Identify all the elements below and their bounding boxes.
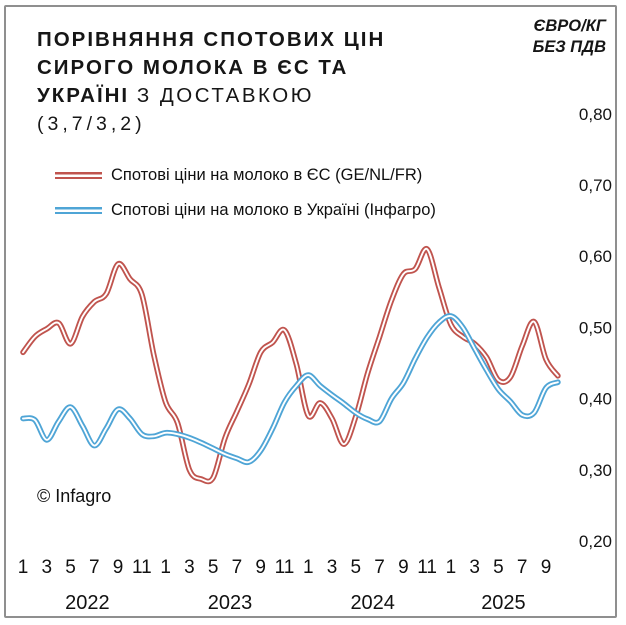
title-ratio: (3,7/3,2)	[37, 113, 146, 135]
legend-item-eu: Спотові ціни на молоко в ЄС (GE/NL/FR)	[55, 163, 436, 188]
units-line2: БЕЗ ПДВ	[532, 38, 606, 56]
x-tick-label: 3	[327, 557, 338, 578]
title-line3-bold: УКРАЇНІ	[37, 84, 130, 107]
page-title: ПОРІВНЯННЯ СПОТОВИХ ЦІН СИРОГО МОЛОКА В …	[37, 26, 385, 138]
x-tick-label: 9	[541, 557, 552, 578]
x-tick-label: 1	[446, 557, 457, 578]
x-tick-label: 7	[89, 557, 100, 578]
x-tick-label: 5	[65, 557, 76, 578]
year-label: 2023	[208, 592, 253, 614]
legend-item-ua: Спотові ціни на молоко в Україні (Інфагр…	[55, 198, 436, 223]
copyright-notice: © Infagro	[37, 486, 112, 506]
year-label: 2022	[65, 592, 110, 614]
y-axis-units-label: ЄВРО/КГ БЕЗ ПДВ	[533, 16, 606, 58]
x-tick-label: 3	[184, 557, 195, 578]
y-tick-label: 0,60	[579, 247, 612, 266]
x-tick-label: 7	[517, 557, 528, 578]
x-tick-label: 11	[417, 557, 437, 578]
y-tick-label: 0,70	[579, 176, 612, 195]
year-label: 2024	[350, 592, 395, 614]
y-tick-label: 0,80	[579, 105, 612, 124]
title-line3-regular: З ДОСТАВКОЮ	[136, 84, 314, 107]
title-line1: ПОРІВНЯННЯ СПОТОВИХ ЦІН	[37, 28, 386, 51]
x-tick-label: 1	[160, 557, 171, 578]
x-tick-label: 9	[398, 557, 409, 578]
series-line-1-core	[22, 314, 559, 464]
ua-line-marker	[55, 206, 102, 215]
x-tick-label: 5	[208, 557, 219, 578]
x-tick-label: 5	[493, 557, 504, 578]
x-tick-label: 9	[255, 557, 266, 578]
title-line2: СИРОГО МОЛОКА В ЄС ТА	[37, 56, 349, 79]
year-label: 2025	[481, 592, 526, 614]
legend-label-eu: Спотові ціни на молоко в ЄС (GE/NL/FR)	[111, 166, 423, 184]
x-tick-label: 7	[232, 557, 243, 578]
y-tick-label: 0,30	[579, 461, 612, 480]
x-tick-label: 1	[18, 557, 29, 578]
series-line-0-core	[22, 247, 559, 483]
x-tick-label: 1	[303, 557, 314, 578]
legend-label-ua: Спотові ціни на молоко в Україні (Інфагр…	[111, 201, 436, 219]
units-line1: ЄВРО/КГ	[533, 17, 606, 35]
y-tick-label: 0,50	[579, 318, 612, 337]
x-tick-label: 7	[374, 557, 385, 578]
x-tick-label: 11	[275, 557, 295, 578]
x-tick-label: 11	[132, 557, 152, 578]
x-tick-label: 9	[113, 557, 124, 578]
y-tick-label: 0,40	[579, 390, 612, 409]
x-tick-label: 3	[41, 557, 52, 578]
series-line-0	[20, 246, 561, 485]
y-tick-label: 0,20	[579, 532, 612, 551]
legend: Спотові ціни на молоко в ЄС (GE/NL/FR) С…	[55, 163, 436, 233]
x-tick-label: 5	[351, 557, 362, 578]
eu-line-marker	[55, 171, 102, 180]
x-tick-label: 3	[469, 557, 480, 578]
